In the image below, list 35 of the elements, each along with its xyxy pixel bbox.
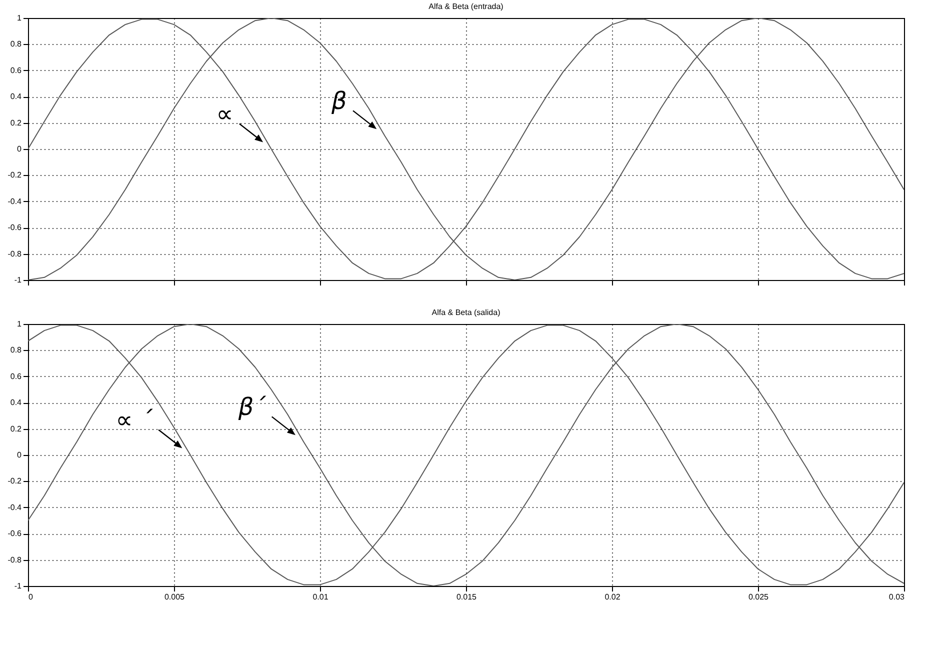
- y-tick-label: -0.4: [8, 196, 22, 206]
- y-tick-label: 0.2: [10, 424, 22, 434]
- y-tick-label: -0.4: [8, 502, 22, 512]
- y-tick-label: 0.6: [10, 372, 22, 381]
- y-tick-label: -0.2: [8, 476, 22, 486]
- y-tick-label: 0: [17, 450, 22, 460]
- y-tick-label: 0.4: [10, 92, 22, 102]
- y-tick-label: -0.8: [8, 555, 22, 564]
- y-tick-label: 0.8: [10, 346, 22, 355]
- y-tick-label: -1: [14, 582, 22, 590]
- x-tick-label: 0.01: [312, 592, 329, 602]
- y-tick-label: 1: [17, 320, 22, 328]
- chart-title: Alfa & Beta (salida): [432, 308, 501, 317]
- x-tick-label: 0.025: [748, 592, 770, 602]
- y-tick-label: 0: [17, 144, 22, 154]
- x-tick-label: 0: [28, 592, 34, 602]
- y-tick-label: 1: [17, 14, 22, 22]
- x-tick-label: 0.005: [164, 592, 186, 602]
- chart-title: Alfa & Beta (entrada): [428, 2, 504, 11]
- y-tick-label: -0.8: [8, 249, 22, 258]
- y-tick-label: 0.6: [10, 66, 22, 75]
- y-tick-label: -0.6: [8, 223, 22, 232]
- series-label: ∝: [216, 100, 234, 128]
- y-tick-label: -0.6: [8, 529, 22, 538]
- series-label: β: [330, 86, 347, 115]
- x-tick-label: 0.02: [604, 592, 621, 602]
- y-tick-label: 0.8: [10, 40, 22, 49]
- x-tick-label: 0.03: [888, 592, 906, 602]
- x-tick-label: 0.015: [456, 592, 478, 602]
- y-tick-label: 0.4: [10, 398, 22, 408]
- y-tick-label: -0.2: [8, 170, 22, 180]
- y-tick-label: 0.2: [10, 118, 22, 128]
- series-label: ∝ ´: [116, 406, 154, 434]
- y-tick-label: -1: [14, 276, 22, 284]
- series-label: β´: [237, 392, 267, 421]
